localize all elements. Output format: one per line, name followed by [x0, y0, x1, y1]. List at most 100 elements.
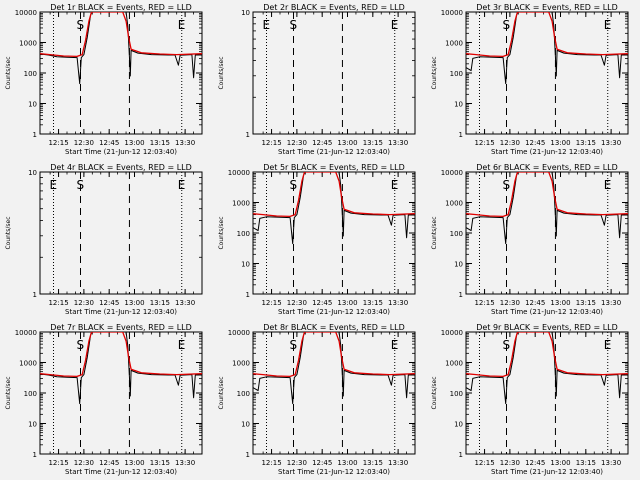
panel-title: Det 5r BLACK = Events, RED = LLD	[263, 163, 405, 172]
x-tick-label: 13:30	[388, 139, 408, 147]
panel-3: Det 3r BLACK = Events, RED = LLD Counts/s…	[431, 3, 629, 156]
y-tick-label: 10000	[228, 329, 250, 337]
x-axis-title: Start Time (21-Jun-12 12:03:40)	[65, 308, 177, 316]
x-axis-title: Start Time (21-Jun-12 12:03:40)	[491, 468, 603, 476]
x-tick-label: 13:30	[388, 459, 408, 467]
y-tick-label: 10000	[228, 169, 250, 177]
y-tick-label: 100	[237, 390, 250, 398]
y-tick-label: 1	[33, 291, 37, 299]
x-tick-label: 12:15	[474, 299, 494, 307]
panel-title: Det 7r BLACK = Events, RED = LLD	[50, 323, 192, 332]
marker-label: S	[290, 338, 298, 352]
x-tick-label: 13:15	[576, 299, 596, 307]
y-axis-title: Counts/sec	[431, 216, 438, 249]
y-tick-label: 10000	[15, 329, 37, 337]
panel-title: Det 4r BLACK = Events, RED = LLD	[50, 163, 192, 172]
x-axis-title: Start Time (21-Jun-12 12:03:40)	[278, 308, 390, 316]
marker-label: S	[503, 18, 511, 32]
marker-label: S	[77, 338, 85, 352]
series-events-line	[253, 172, 415, 245]
y-tick-label: 100	[450, 230, 463, 238]
y-tick-label: 10000	[15, 9, 37, 17]
series-events-line	[253, 332, 415, 405]
x-tick-label: 13:00	[124, 139, 144, 147]
panel-9: Det 9r BLACK = Events, RED = LLD Counts/s…	[431, 323, 629, 476]
x-tick-label: 13:00	[337, 459, 357, 467]
x-tick-label: 13:30	[175, 459, 195, 467]
x-tick-label: 12:45	[525, 459, 545, 467]
panel-7: Det 7r BLACK = Events, RED = LLD Counts/s…	[5, 323, 203, 476]
x-tick-label: 13:15	[150, 139, 170, 147]
x-tick-label: 12:45	[525, 299, 545, 307]
y-tick-label: 1000	[232, 200, 250, 208]
x-tick-label: 12:15	[48, 139, 68, 147]
y-tick-label: 1000	[232, 360, 250, 368]
series-events-line	[466, 172, 628, 245]
marker-label: E	[178, 18, 186, 32]
y-tick-label: 1	[33, 451, 37, 459]
x-tick-label: 13:00	[550, 299, 570, 307]
x-tick-label: 12:30	[74, 139, 94, 147]
x-tick-label: 12:45	[99, 139, 119, 147]
y-tick-label: 10000	[441, 9, 463, 17]
panel-2: Det 2r BLACK = Events, RED = LLD Counts/s…	[218, 3, 416, 156]
marker-label: S	[503, 338, 511, 352]
y-axis-title: Counts/sec	[218, 216, 225, 249]
x-tick-label: 12:30	[500, 299, 520, 307]
marker-label: S	[77, 178, 85, 192]
series-lld-line	[466, 12, 628, 58]
x-tick-label: 13:00	[550, 459, 570, 467]
x-tick-label: 13:30	[601, 299, 621, 307]
series-events-line	[40, 12, 202, 85]
plot-frame	[252, 11, 416, 135]
x-axis-title: Start Time (21-Jun-12 12:03:40)	[278, 468, 390, 476]
y-tick-label: 10	[454, 421, 463, 429]
y-axis-title: Counts/sec	[218, 376, 225, 409]
plot-frame	[39, 171, 203, 295]
marker-label: E	[391, 178, 399, 192]
y-tick-label: 1000	[445, 40, 463, 48]
y-tick-label: 100	[450, 70, 463, 78]
y-tick-label: 10	[28, 101, 37, 109]
panel-title: Det 9r BLACK = Events, RED = LLD	[476, 323, 618, 332]
marker-label: E	[178, 338, 186, 352]
x-tick-label: 13:30	[601, 459, 621, 467]
x-axis-title: Start Time (21-Jun-12 12:03:40)	[491, 308, 603, 316]
panel-5: Det 5r BLACK = Events, RED = LLD Counts/s…	[218, 163, 416, 316]
x-tick-label: 12:30	[500, 139, 520, 147]
x-tick-label: 12:15	[261, 299, 281, 307]
marker-label: E	[178, 178, 186, 192]
x-tick-label: 12:45	[99, 459, 119, 467]
x-tick-label: 13:15	[150, 459, 170, 467]
y-tick-label: 100	[24, 390, 37, 398]
marker-label: S	[503, 178, 511, 192]
y-tick-label: 1	[33, 131, 37, 139]
x-tick-label: 12:45	[312, 139, 332, 147]
marker-label: S	[290, 178, 298, 192]
y-tick-label: 1000	[445, 360, 463, 368]
x-tick-label: 13:00	[337, 139, 357, 147]
panel-4: Det 4r BLACK = Events, RED = LLD Counts/s…	[5, 163, 203, 316]
x-tick-label: 13:30	[601, 139, 621, 147]
x-tick-label: 12:45	[99, 299, 119, 307]
series-lld-line	[40, 332, 202, 378]
series-lld-line	[40, 12, 202, 58]
y-tick-label: 100	[237, 230, 250, 238]
marker-label: E	[604, 18, 612, 32]
x-tick-label: 12:15	[261, 139, 281, 147]
series-events-line	[466, 332, 628, 405]
y-tick-label: 10000	[441, 329, 463, 337]
x-tick-label: 13:30	[175, 299, 195, 307]
y-axis-title: Counts/sec	[218, 56, 225, 89]
y-tick-label: 1	[246, 131, 250, 139]
y-tick-label: 10	[28, 169, 37, 177]
series-lld-line	[466, 332, 628, 378]
y-tick-label: 100	[450, 390, 463, 398]
marker-label: E	[604, 178, 612, 192]
x-tick-label: 12:15	[261, 459, 281, 467]
y-tick-label: 10	[454, 261, 463, 269]
panel-title: Det 6r BLACK = Events, RED = LLD	[476, 163, 618, 172]
x-tick-label: 13:15	[363, 299, 383, 307]
series-lld-line	[253, 172, 415, 218]
